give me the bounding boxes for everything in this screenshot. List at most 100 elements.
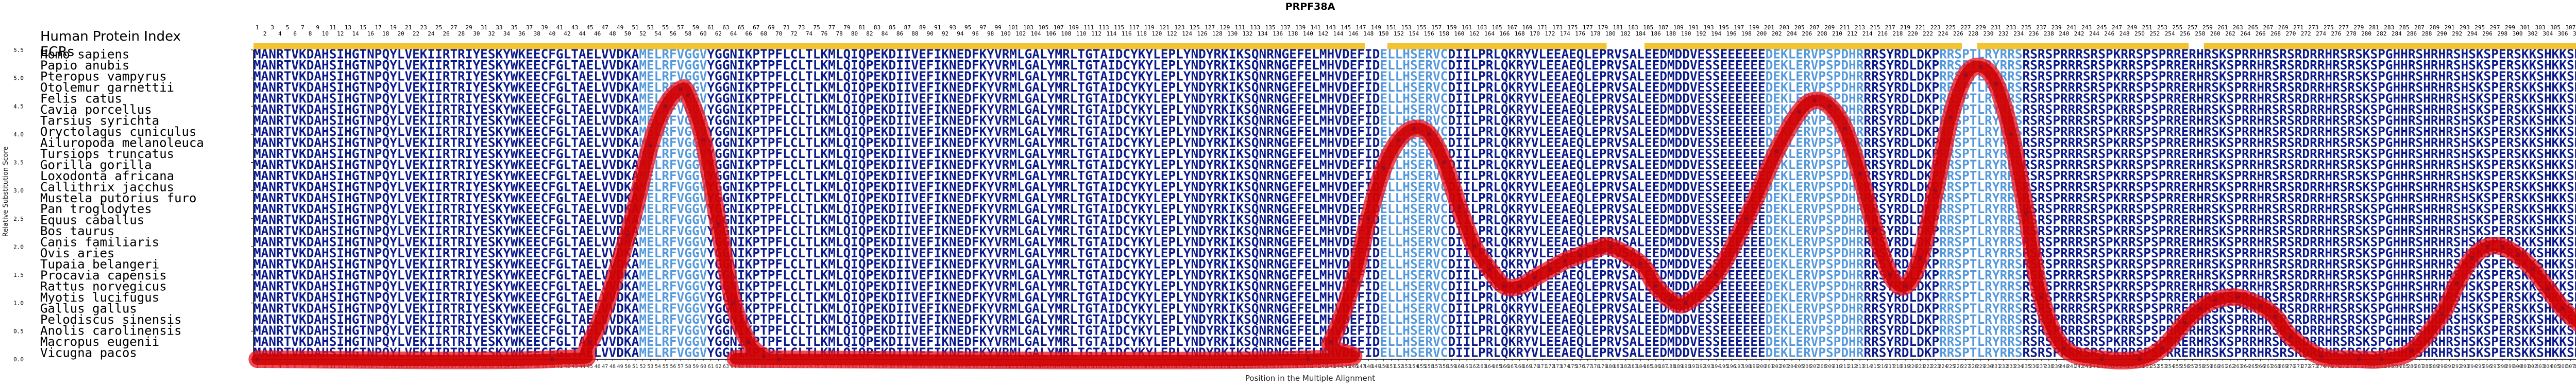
index-number: 14 [352,30,359,37]
index-number: 176 [1575,30,1585,37]
index-number: 261 [2217,24,2228,31]
index-number: 199 [1749,24,1759,31]
data-point [1653,284,1658,288]
index-number: 197 [1734,24,1744,31]
index-number: 169 [1522,24,1532,31]
x-tick-label: 165 [1493,364,1502,370]
index-number: 127 [1205,24,1215,31]
x-tick-label: 58 [685,364,691,370]
index-number: 135 [1265,24,1276,31]
index-number: 295 [2475,24,2485,31]
x-tick-label: 167 [1507,364,1517,370]
data-point [1888,273,1892,277]
index-number: 107 [1054,24,1064,31]
index-number: 289 [2429,24,2439,31]
y-tick-label: 3.5 [13,160,24,166]
x-tick-label: 150 [1379,364,1388,370]
data-point [1714,273,1719,277]
index-number: 82 [866,30,873,37]
index-number: 274 [2316,30,2326,37]
index-number: 235 [2021,24,2031,31]
x-tick-label: 200 [1757,364,1766,370]
data-point [2500,244,2505,249]
data-point [1351,278,1355,283]
data-point [2319,354,2324,359]
index-number: 96 [972,30,979,37]
species-name: Gorilla gorilla [40,157,152,172]
index-number: 178 [1590,30,1601,37]
ecr-bars [253,43,2576,49]
index-number: 31 [481,24,487,31]
index-number: 301 [2520,24,2530,31]
x-tick-label: 164 [1485,364,1494,370]
index-number: 60 [700,30,706,37]
x-tick-label: 236 [2029,364,2038,370]
index-number: 65 [738,24,744,31]
index-number: 300 [2513,30,2523,37]
index-number: 49 [617,24,623,31]
index-number: 287 [2414,24,2425,31]
x-tick-label: 294 [2468,364,2477,370]
index-number: 196 [1726,30,1737,37]
data-point [761,354,766,359]
index-number: 299 [2505,24,2515,31]
index-number: 45 [586,24,593,31]
index-number: 104 [1031,30,1041,37]
index-number: 280 [2361,30,2371,37]
index-number: 5 [286,24,290,31]
index-number: 224 [1938,30,1948,37]
index-number: 152 [1394,30,1404,37]
index-number: 93 [950,24,956,31]
x-tick-label: 176 [1575,364,1585,370]
index-number: 113 [1099,24,1109,31]
index-number: 263 [2233,24,2243,31]
x-tick-label: 214 [1863,364,1872,370]
index-number: 119 [1144,24,1155,31]
x-tick-label: 239 [2052,364,2061,370]
data-point [1744,216,1749,221]
index-number: 237 [2036,24,2046,31]
x-tick-label: 168 [1515,364,1524,370]
x-tick-label: 204 [1787,364,1797,370]
x-tick-label: 187 [1658,364,1668,370]
x-tick-label: 49 [617,364,623,370]
data-point [1442,160,1447,165]
index-number: 208 [1817,30,1827,37]
index-number: 206 [1802,30,1812,37]
index-number: 158 [1439,30,1449,37]
y-axis-label: Relative Substitution Score [2,146,10,237]
data-point [731,301,736,305]
x-tick-label: 234 [2014,364,2023,370]
index-number: 290 [2437,30,2447,37]
index-number: 3 [270,24,274,31]
index-number: 132 [1243,30,1253,37]
index-number: 63 [722,24,729,31]
x-tick-label: 212 [1848,364,1857,370]
index-number: 170 [1530,30,1540,37]
index-number: 38 [534,30,540,37]
index-number: 234 [2013,30,2024,37]
x-tick-label: 185 [1643,364,1653,370]
index-number: 259 [2202,24,2213,31]
sequence-row: MANRTVKDAHSIHGTNPQYLVEKIIRTRIYESKYWKEECF… [253,157,2576,172]
index-number: 136 [1273,30,1283,37]
index-number: 78 [836,30,843,37]
index-number: 101 [1008,24,1019,31]
index-number: 153 [1401,24,1412,31]
index-number: 296 [2482,30,2493,37]
index-number: 97 [979,24,986,31]
data-point [1638,261,1643,266]
species-name: Tupaia belangeri [40,257,159,272]
index-number: 240 [2059,30,2069,37]
data-point [648,143,653,148]
data-point [1306,357,1310,361]
ecr-bar [253,43,677,49]
index-number: 103 [1023,24,1033,31]
data-point [1427,132,1431,136]
index-number: 186 [1651,30,1661,37]
index-number: 139 [1295,24,1306,31]
index-number: 192 [1696,30,1706,37]
index-number: 251 [2142,24,2153,31]
y-tick-label: 4.0 [13,131,24,138]
